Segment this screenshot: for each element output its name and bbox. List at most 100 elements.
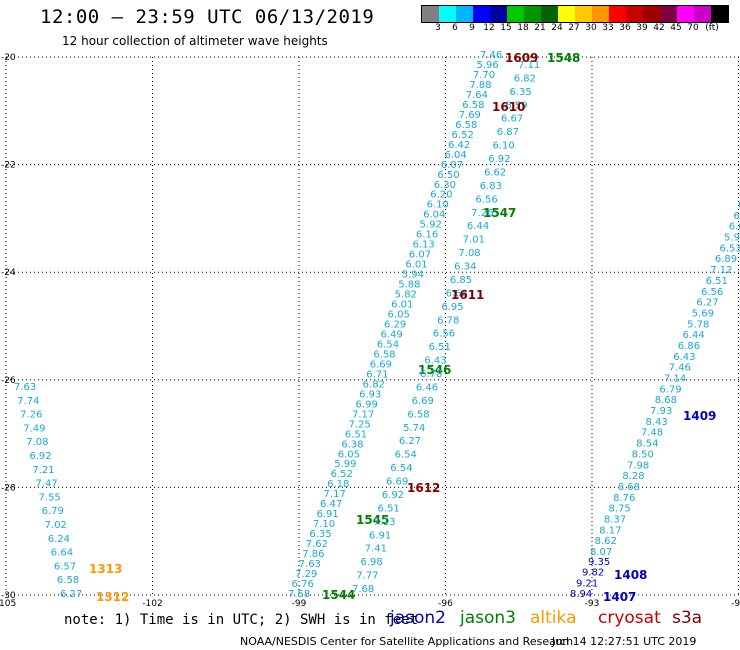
legend-item-jason3: jason3 — [460, 608, 516, 628]
swh-value: 6.51 — [429, 342, 451, 353]
swh-value: 6.85 — [450, 275, 472, 286]
swh-value: 6.42 — [448, 140, 470, 151]
swh-value: 5.92 — [420, 220, 442, 231]
colorbar-label: 21 — [534, 23, 546, 33]
swh-value: 6.07 — [409, 250, 431, 261]
swh-value: 6.58 — [462, 100, 484, 111]
swh-value: 8.68 — [618, 482, 640, 493]
swh-value: 6.93 — [359, 389, 381, 400]
legend-item-s3a: s3a — [672, 608, 703, 628]
colorbar-label: 18 — [517, 23, 529, 33]
swh-value: 6.44 — [683, 330, 705, 341]
colorbar-label: 24 — [551, 23, 563, 33]
swh-value: 6.95 — [441, 302, 463, 313]
swh-value: 7.70 — [473, 70, 495, 81]
colorbar-label: 70 — [687, 23, 699, 33]
swh-value: 6.54 — [390, 463, 412, 474]
swh-value: 6.56 — [433, 329, 455, 340]
swh-value: 8.62 — [595, 536, 617, 547]
swh-value: 6.42 — [733, 211, 740, 222]
swh-value: 6.27 — [696, 298, 718, 309]
colorbar-swatch — [575, 6, 592, 22]
swh-value: 7.14 — [664, 374, 686, 385]
colorbar-label: (ft) — [705, 23, 719, 33]
colorbar-swatch — [694, 6, 711, 22]
swh-value: 8.76 — [613, 493, 635, 504]
colorbar-swatch — [524, 6, 541, 22]
swh-value: 6.99 — [356, 399, 378, 410]
swh-value: 6.05 — [388, 310, 410, 321]
swh-value: 6.10 — [492, 141, 514, 152]
swh-value: 7.13 — [373, 517, 395, 528]
swh-value: 7.49 — [23, 423, 45, 434]
swh-value: 6.20 — [430, 190, 452, 201]
swh-value: 6.58 — [455, 120, 477, 131]
latitude-tick-label: -28 — [1, 483, 16, 493]
swh-value: 6.35 — [309, 529, 331, 540]
pass-time-label: 1610 — [492, 100, 525, 114]
swh-value: 6.27 — [399, 436, 421, 447]
swh-value: 8.50 — [632, 449, 654, 460]
page-title: 12:00 – 23:59 UTC 06/13/2019 — [40, 6, 375, 28]
swh-value: 6.92 — [382, 490, 404, 501]
swh-value: 6.01 — [405, 260, 427, 271]
swh-value: 7.62 — [306, 539, 328, 550]
swh-value: 6.91 — [316, 509, 338, 520]
swh-value: 6.04 — [444, 150, 466, 161]
swh-value: 7.25 — [348, 419, 370, 430]
longitude-tick-label: -90 — [731, 599, 740, 609]
swh-value: 7.64 — [466, 90, 488, 101]
latitude-tick-label: -20 — [1, 53, 16, 63]
longitude-tick-label: -93 — [585, 599, 600, 609]
colorbar-swatch — [507, 6, 524, 22]
colorbar-swatch — [439, 6, 456, 22]
colorbar-label: 36 — [619, 23, 631, 33]
swh-value: 7.26 — [20, 410, 42, 421]
legend-item-cryosat: cryosat — [598, 608, 661, 628]
pass-time-label: 1609 — [505, 51, 538, 65]
swh-value: 6.78 — [437, 315, 459, 326]
swh-value: 8.94 — [570, 589, 592, 600]
swh-value: 6.04 — [423, 210, 445, 221]
swh-value: 6.98 — [361, 557, 383, 568]
swh-value: 7.29 — [295, 569, 317, 580]
legend-item-altika: altika — [530, 608, 577, 628]
latitude-tick-label: -24 — [1, 268, 16, 278]
agency-credit: NOAA/NESDIS Center for Satellite Applica… — [240, 635, 574, 648]
latitude-tick-label: -26 — [1, 376, 16, 386]
swh-value: 6.67 — [501, 114, 523, 125]
swh-value: 7.08 — [458, 248, 480, 259]
swh-value: 6.53 — [720, 243, 740, 254]
swh-value: 6.69 — [370, 359, 392, 370]
swh-value: 7.93 — [650, 406, 672, 417]
swh-value: 6.51 — [345, 429, 367, 440]
swh-value: 6.69 — [386, 477, 408, 488]
swh-value: 7.68 — [352, 584, 374, 595]
swh-value: 6.35 — [509, 87, 531, 98]
swh-value: 7.41 — [365, 544, 387, 555]
swh-value: 9.21 — [576, 578, 598, 589]
swh-value: 6.34 — [454, 262, 476, 273]
swh-value: 7.88 — [469, 80, 491, 91]
pass-time-label: 1545 — [356, 513, 389, 527]
swh-value: 6.56 — [701, 287, 723, 298]
swh-value: 7.12 — [710, 265, 732, 276]
colorbar-label: 45 — [670, 23, 682, 33]
colorbar-label: 30 — [585, 23, 597, 33]
swh-value: 7.77 — [356, 571, 378, 582]
swh-value: 6.47 — [320, 499, 342, 510]
swh-value: 6.86 — [678, 341, 700, 352]
longitude-tick-label: -105 — [0, 599, 16, 609]
swh-value: 7.58 — [288, 589, 310, 600]
swh-value: 7.02 — [45, 520, 67, 531]
swh-value: 7.63 — [14, 382, 36, 393]
colorbar-label: 42 — [653, 23, 665, 33]
swh-value: 6.58 — [373, 349, 395, 360]
swh-value: 6.82 — [514, 73, 536, 84]
swh-value: 8.37 — [604, 514, 626, 525]
colorbar-label: 3 — [435, 23, 441, 33]
swh-value: 7.08 — [26, 437, 48, 448]
swh-value: 6.16 — [416, 230, 438, 241]
colorbar-swatch — [473, 6, 490, 22]
